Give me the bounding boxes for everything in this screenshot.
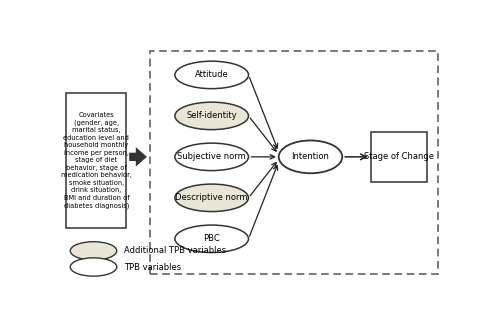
Ellipse shape [175,61,248,89]
Bar [66,93,126,228]
Text: Covariates
(gender, age,
marital status,
education level and
household monthly
i: Covariates (gender, age, marital status,… [61,112,132,209]
Ellipse shape [175,184,248,212]
Text: PBC: PBC [204,234,220,243]
Text: Additional TPB variables: Additional TPB variables [124,246,226,255]
Text: Stage of Change: Stage of Change [364,152,434,162]
Bar [150,51,439,274]
Text: Intention: Intention [292,152,330,162]
Ellipse shape [70,242,117,260]
Text: Attitude: Attitude [195,70,228,80]
Text: Descriptive norm: Descriptive norm [176,193,248,202]
Ellipse shape [278,141,342,173]
Text: Subjective norm: Subjective norm [178,152,246,162]
Text: TPB variables: TPB variables [124,263,182,271]
Ellipse shape [175,102,248,130]
Text: Self-identity: Self-identity [186,111,237,121]
Bar [370,131,427,182]
Ellipse shape [175,143,248,171]
Ellipse shape [70,258,117,276]
Ellipse shape [175,225,248,253]
